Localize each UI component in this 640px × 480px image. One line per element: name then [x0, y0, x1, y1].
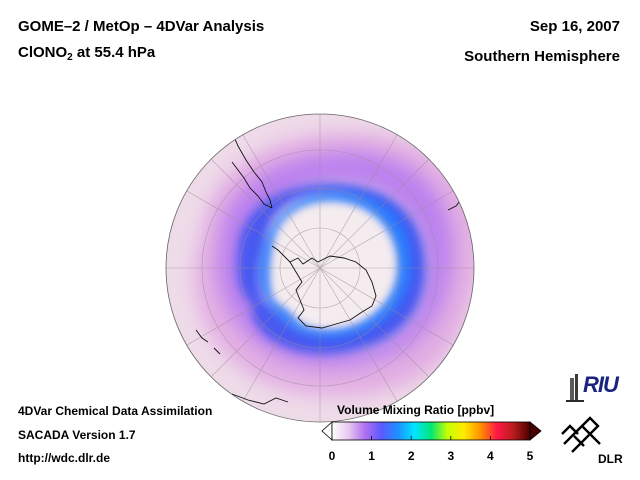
species-name: ClONO: [18, 44, 68, 61]
footer-url[interactable]: http://wdc.dlr.de: [18, 451, 110, 465]
footer-system-name: 4DVar Chemical Data Assimilation: [18, 404, 213, 418]
level-text: at 55.4 hPa: [72, 44, 156, 61]
antarctic-peninsula: [271, 245, 291, 263]
dlr-logo-icon: [561, 416, 601, 453]
new-zealand-coastline: [195, 329, 221, 355]
species-level-title: ClONO2 at 55.4 hPa: [18, 44, 155, 63]
colorbar-label: Volume Mixing Ratio [ppbv]: [337, 403, 495, 417]
colorbar-tick-label: 4: [487, 449, 494, 463]
colorbar-tick-label: 2: [407, 449, 415, 463]
graticule: [166, 114, 474, 422]
vortex-core: [272, 203, 395, 328]
footer-version: SACADA Version 1.7: [18, 428, 136, 442]
map-title: GOME–2 / MetOp – 4DVar Analysis: [18, 18, 265, 35]
colorbar-tick-label: 3: [447, 449, 455, 463]
globe-disc: [166, 114, 474, 422]
colorbar-strip: [331, 421, 531, 441]
colorbar-tick-label: 5: [526, 449, 534, 463]
riu-logo-icon: [566, 374, 584, 402]
colorbar-tick-label: 0: [328, 449, 336, 463]
date-label: Sep 16, 2007: [529, 18, 620, 35]
region-label: Southern Hemisphere: [464, 48, 620, 65]
colorbar-over-arrow: [529, 421, 542, 441]
dlr-logo-text: DLR: [598, 452, 623, 466]
australia-coastline: [231, 393, 289, 405]
colorbar-under-arrow: [321, 421, 333, 441]
colorbar-tick-label: 1: [368, 449, 375, 463]
species-subscript: 2: [67, 52, 73, 63]
antarctica-coastline: [289, 255, 377, 329]
globe-outline: [165, 113, 475, 423]
riu-logo-text: RIU: [583, 372, 619, 397]
colorbar-tick-marks: [331, 436, 531, 440]
